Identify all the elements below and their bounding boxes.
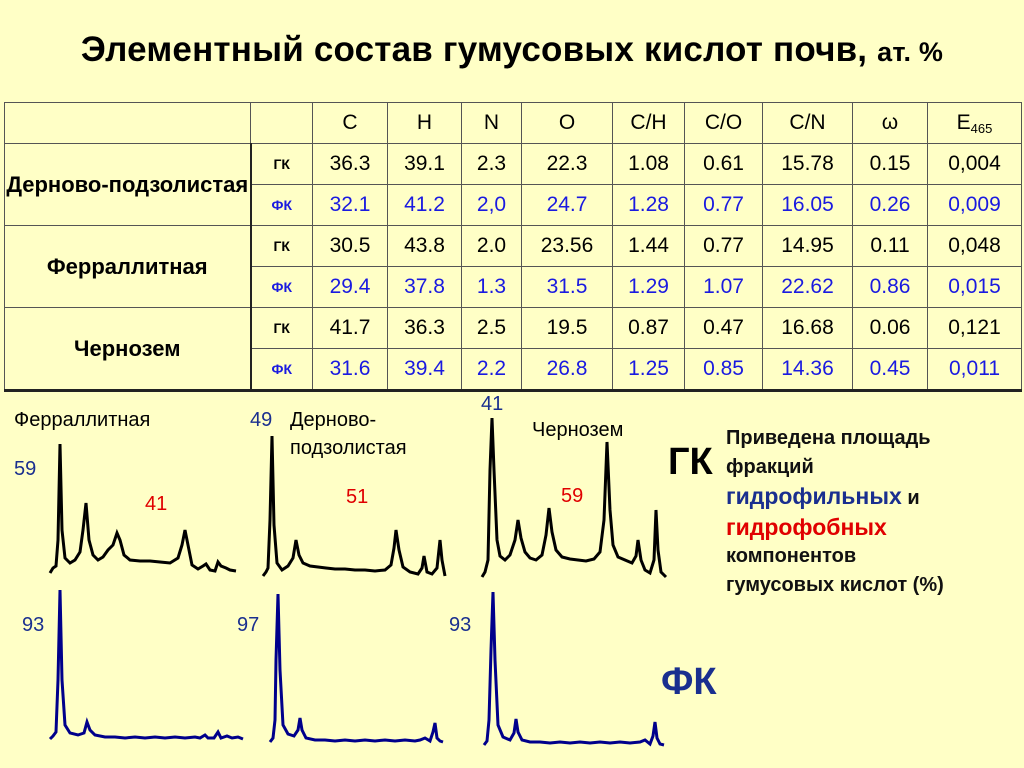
cell: 0.61 [684, 143, 763, 185]
cell: 2.0 [461, 225, 522, 267]
header-omega: ω [852, 102, 928, 144]
gk-chernozem-hydrophilic: 41 [481, 393, 504, 415]
cell: 41.2 [387, 184, 462, 226]
table-row: Ферраллитная ГК 30.5 43.8 2.0 23.56 1.44… [4, 225, 1022, 308]
cell: 24.7 [521, 184, 613, 226]
caption-line5: компонентов [726, 545, 857, 567]
chromatogram-gk-ferrallitic [48, 443, 237, 574]
page-title: Элементный состав гумусовых кислот почв,… [0, 30, 1024, 70]
fk-sod-podzolic-hydrophilic: 97 [237, 614, 260, 636]
cell: 43.8 [387, 225, 462, 267]
header-empty-soil [4, 102, 251, 144]
cell: 0.15 [852, 143, 928, 185]
caption-line3: гидрофильных и [726, 482, 1024, 513]
caption-line2: фракций [726, 456, 814, 478]
soil-name-sod-podzolic: Дерново-подзолистая [4, 143, 252, 226]
header-c: C [312, 102, 388, 144]
header-h: H [387, 102, 462, 144]
header-e: E [956, 110, 971, 134]
cell: 19.5 [521, 307, 613, 349]
cell: 30.5 [312, 225, 388, 267]
cell: 23.56 [521, 225, 613, 267]
gk-chernozem-hydrophobic: 59 [561, 485, 584, 507]
row-type: ФК [250, 266, 313, 308]
row-type: ГК [250, 307, 313, 349]
caption-line1: Приведена площадь [726, 427, 931, 449]
chromatogram-fk-chernozem [482, 591, 665, 747]
label-chernozem: Чернозем [532, 419, 624, 441]
gk-label: ГК [668, 441, 713, 483]
gk-sod-podzolic-hydrophilic: 49 [250, 409, 273, 431]
header-c-h: C/H [612, 102, 685, 144]
figure-caption: Приведена площадь фракций гидрофильных и… [726, 424, 1024, 600]
cell: 15.78 [762, 143, 853, 185]
cell: 16.68 [762, 307, 853, 349]
fk-chernozem-hydrophilic: 93 [449, 614, 472, 636]
chromatogram-gk-sod-podzolic [261, 435, 447, 577]
title-main: Элементный состав гумусовых кислот почв, [80, 30, 868, 69]
table-header-row: C H N O C/H C/O C/N ω E465 [4, 102, 1022, 144]
gk-ferrallitic-hydrophilic: 59 [14, 458, 37, 480]
cell: 1.25 [612, 348, 685, 392]
cell: 1.29 [612, 266, 685, 308]
label-ferrallitic: Ферраллитная [14, 409, 151, 431]
header-n: N [461, 102, 522, 144]
title-unit: ат. % [877, 37, 944, 67]
cell: 16.05 [762, 184, 853, 226]
table-row: ФК 31.6 39.4 2.2 26.8 1.25 0.85 14.36 0.… [5, 348, 1022, 392]
cell: 0,011 [927, 348, 1022, 392]
cell: 0.45 [852, 348, 928, 392]
header-c-n: C/N [762, 102, 853, 144]
cell: 36.3 [387, 307, 462, 349]
table-row: ФК 29.4 37.8 1.3 31.5 1.29 1.07 22.62 0.… [5, 266, 1022, 308]
row-type: ГК [250, 143, 313, 185]
cell: 29.4 [312, 266, 388, 308]
caption-hydrophobic: гидрофобных [726, 514, 887, 540]
cell: 1.44 [612, 225, 685, 267]
soil-name-ferrallitic: Ферраллитная [4, 225, 252, 308]
gk-sod-podzolic-hydrophobic: 51 [346, 486, 369, 508]
cell: 22.3 [521, 143, 613, 185]
chromatogram-fk-ferrallitic [48, 589, 244, 741]
cell: 2.3 [461, 143, 522, 185]
elemental-composition-table: C H N O C/H C/O C/N ω E465 Дерново-подзо… [4, 102, 1022, 392]
cell: 39.1 [387, 143, 462, 185]
cell: 0.87 [612, 307, 685, 349]
cell: 14.36 [762, 348, 853, 392]
caption-and: и [907, 487, 920, 509]
cell: 0.85 [684, 348, 763, 392]
table-row: Чернозем ГК 41.7 36.3 2.5 19.5 0.87 0.47… [4, 307, 1022, 392]
soil-name-chernozem: Чернозем [4, 307, 252, 392]
header-e-subscript: 465 [970, 120, 993, 136]
cell: 0,009 [927, 184, 1022, 226]
label-sod-podzolic-line2: подзолистая [290, 437, 407, 459]
fk-label: ФК [661, 661, 717, 703]
table-row: ФК 32.1 41.2 2,0 24.7 1.28 0.77 16.05 0.… [5, 184, 1022, 226]
cell: 0.86 [852, 266, 928, 308]
cell: 0.77 [684, 225, 763, 267]
table-row: Дерново-подзолистая ГК 36.3 39.1 2.3 22.… [4, 143, 1022, 226]
cell: 0,015 [927, 266, 1022, 308]
caption-hydrophilic: гидрофильных [726, 483, 902, 509]
cell: 0.06 [852, 307, 928, 349]
cell: 22.62 [762, 266, 853, 308]
cell: 1.3 [461, 266, 522, 308]
cell: 2,0 [461, 184, 522, 226]
fk-ferrallitic-hydrophilic: 93 [22, 614, 45, 636]
cell: 0.47 [684, 307, 763, 349]
cell: 1.07 [684, 266, 763, 308]
header-c-o: C/O [684, 102, 763, 144]
chromatogram-gk-chernozem [480, 417, 668, 579]
cell: 41.7 [312, 307, 388, 349]
cell: 32.1 [312, 184, 388, 226]
caption-line6: гумусовых кислот (%) [726, 574, 944, 596]
header-e465: E465 [927, 102, 1022, 144]
label-sod-podzolic-line1: Дерново- [290, 409, 377, 431]
gk-ferrallitic-hydrophobic: 41 [145, 493, 168, 515]
cell: 0,121 [927, 307, 1022, 349]
row-type: ГК [250, 225, 313, 267]
cell: 2.2 [461, 348, 522, 392]
chromatogram-fk-sod-podzolic [268, 593, 444, 744]
